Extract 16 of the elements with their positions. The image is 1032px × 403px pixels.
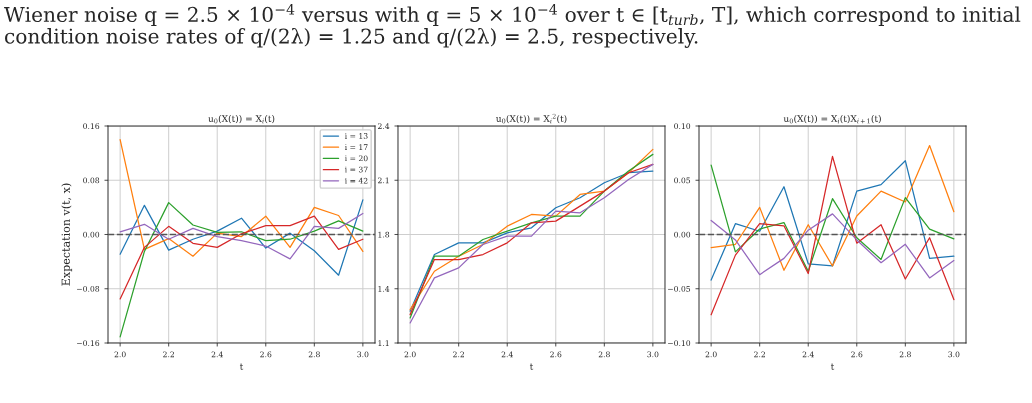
x-axis-title: t xyxy=(830,363,835,370)
line-series xyxy=(119,199,364,276)
line-series xyxy=(710,155,955,316)
text: Wiener noise q = 2.5 × 10$^{−4}$ versus with q = 5 × 10$^{−4}$ over t ∈ [t$_{turb}$, T], which correspond to initial xyxy=(4,4,1021,26)
x-axis-title: t xyxy=(239,363,244,370)
line-series xyxy=(710,213,955,279)
chart-title: u$_{0}$(X(t)) = X$_{i}$$^{2}$(t) xyxy=(496,113,567,124)
line-series xyxy=(119,202,364,338)
chart-title: u$_{0}$(X(t)) = X$_{i}$(t) xyxy=(208,114,275,124)
line-series xyxy=(710,144,955,271)
y-axis-title: Expectation v(t, x) xyxy=(61,183,73,286)
line-series xyxy=(119,212,364,260)
line-series xyxy=(119,215,364,300)
text: condition noise rates of q/(2λ) = 1.25 and q/(2λ) = 2.5, respectively. xyxy=(5,28,698,48)
chart-title: u$_{0}$(X(t)) = X$_{i}$(t)X$_{i+1}$(t) xyxy=(783,114,881,124)
x-axis-title: t xyxy=(529,363,534,370)
